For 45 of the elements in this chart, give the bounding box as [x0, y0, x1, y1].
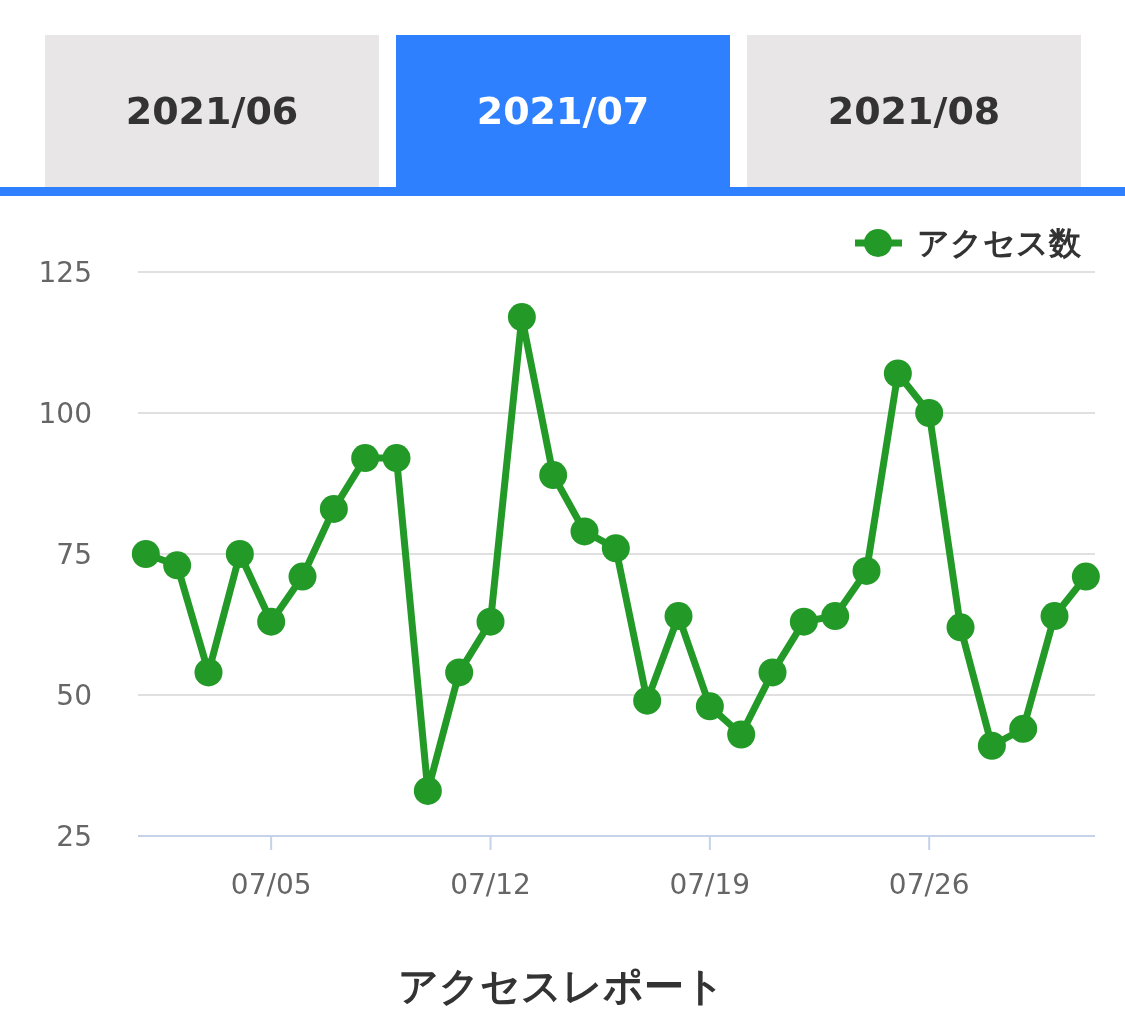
point [789, 607, 818, 636]
x-axis-title: アクセスレポート [398, 963, 725, 1009]
point [1009, 714, 1038, 743]
x-tick-label: 07/12 [450, 868, 531, 901]
x-tick-label: 07/19 [669, 868, 751, 901]
point [445, 658, 474, 687]
point [257, 607, 286, 636]
point [1040, 602, 1069, 631]
point [319, 494, 348, 523]
point [163, 551, 192, 580]
point [413, 776, 442, 805]
text: 2021/08 [827, 89, 1001, 133]
point [633, 686, 662, 715]
x-tick-label: 07/05 [230, 868, 312, 901]
point [476, 607, 505, 636]
point [946, 613, 975, 642]
y-tick-label: 50 [56, 679, 92, 712]
point [288, 562, 317, 591]
text: 2021/06 [125, 89, 299, 133]
point [727, 720, 756, 749]
y-tick-label: 25 [56, 820, 92, 853]
y-tick-label: 125 [38, 256, 92, 289]
point [915, 399, 944, 427]
point [194, 658, 223, 687]
point [539, 461, 568, 490]
point [695, 692, 724, 721]
text: 2021/07 [476, 89, 650, 133]
point [507, 303, 536, 332]
point [570, 517, 599, 546]
point [664, 602, 693, 631]
point [821, 602, 850, 631]
x-tick-label: 07/26 [888, 868, 970, 901]
point [351, 444, 380, 473]
point [382, 444, 411, 473]
point [225, 540, 254, 568]
point [852, 556, 881, 585]
point [977, 731, 1006, 760]
y-tick-label: 100 [38, 397, 92, 430]
point [758, 658, 787, 687]
point [1071, 562, 1100, 591]
point [131, 540, 160, 568]
legend-label: アクセス数 [917, 224, 1082, 262]
point [883, 359, 912, 388]
y-tick-label: 75 [56, 538, 92, 571]
point [601, 534, 630, 563]
